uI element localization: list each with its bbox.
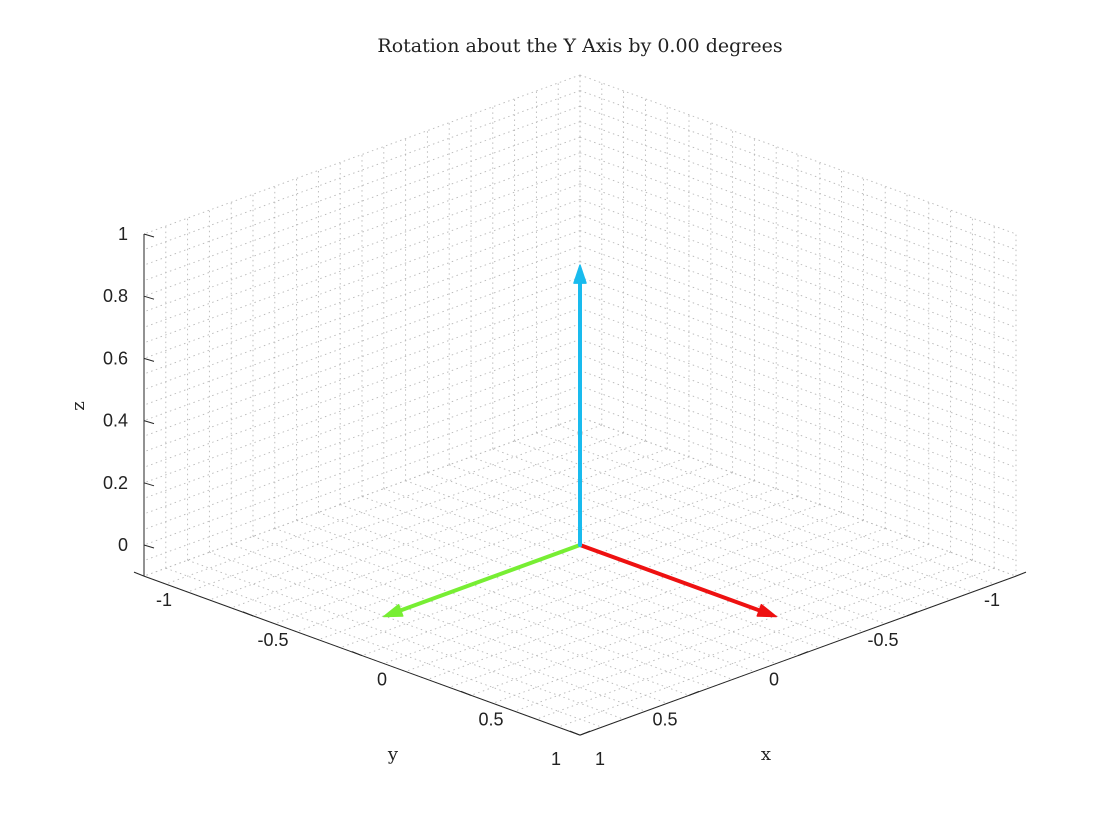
grid-line <box>579 183 1017 344</box>
z-tick-label: 0.2 <box>103 473 128 493</box>
x-tick <box>569 730 581 736</box>
grid-line <box>143 323 581 484</box>
z-tick <box>143 420 155 425</box>
grid-line <box>579 323 1017 484</box>
grid-line <box>143 183 581 344</box>
x-axis-label: x <box>761 744 771 765</box>
y-axis-label: y <box>387 744 399 765</box>
y-tick <box>906 611 918 617</box>
y-tick <box>688 690 700 696</box>
y-tick <box>797 651 809 657</box>
y-tick <box>579 730 591 736</box>
x-tick-label: 0 <box>377 670 387 690</box>
grid-line <box>579 167 1017 328</box>
z-vector-arrowhead <box>573 264 587 284</box>
grid-line <box>143 370 581 530</box>
axes: -1 -0.5 0 0.5 1 -1 -0.5 0 0.5 1 0 0.2 0.4 0.6 0.8 1 <box>103 224 1027 769</box>
y-tick-label: -0.5 <box>867 630 898 650</box>
y-vector-arrowhead <box>383 603 404 618</box>
y-vector-shaft <box>394 543 582 614</box>
x-tick-label: 1 <box>595 749 605 769</box>
grid-line <box>449 527 886 688</box>
y-tick-label: -1 <box>984 590 1000 610</box>
z-axis-label: z <box>68 401 89 410</box>
x-tick <box>242 611 254 617</box>
grid-line <box>579 370 1017 530</box>
x-vector-shaft <box>578 543 766 614</box>
z-tick <box>143 544 155 549</box>
z-tick-label: 0.6 <box>103 348 128 368</box>
z-tick <box>143 357 155 362</box>
z-tick-label: 1 <box>118 224 128 244</box>
z-tick <box>143 295 155 300</box>
x-tick-label: -1 <box>156 590 172 610</box>
grid-line <box>579 338 1017 499</box>
x-tick-label: -0.5 <box>257 630 288 650</box>
z-tick-label: 0 <box>118 535 128 555</box>
x-tick <box>351 651 363 657</box>
z-tick <box>143 233 155 238</box>
grid-line <box>274 527 711 688</box>
y-tick <box>1015 571 1027 577</box>
x-vector-arrowhead <box>756 603 777 618</box>
x-tick <box>460 690 472 696</box>
chart-title: Rotation about the Y Axis by 0.00 degree… <box>377 35 782 57</box>
grid-line <box>143 338 581 499</box>
y-tick-label: 0 <box>769 670 779 690</box>
vectors <box>383 264 777 618</box>
grid-line <box>143 167 581 328</box>
grid-line <box>579 354 1017 515</box>
z-tick <box>143 482 155 487</box>
y-tick-label: 1 <box>551 749 561 769</box>
grid-line <box>143 354 581 515</box>
y-tick-label: 0.5 <box>652 709 677 729</box>
z-tick-label: 0.8 <box>103 286 128 306</box>
z-tick-label: 0.4 <box>103 411 128 431</box>
x-tick-label: 0.5 <box>478 709 503 729</box>
x-tick <box>133 571 145 577</box>
